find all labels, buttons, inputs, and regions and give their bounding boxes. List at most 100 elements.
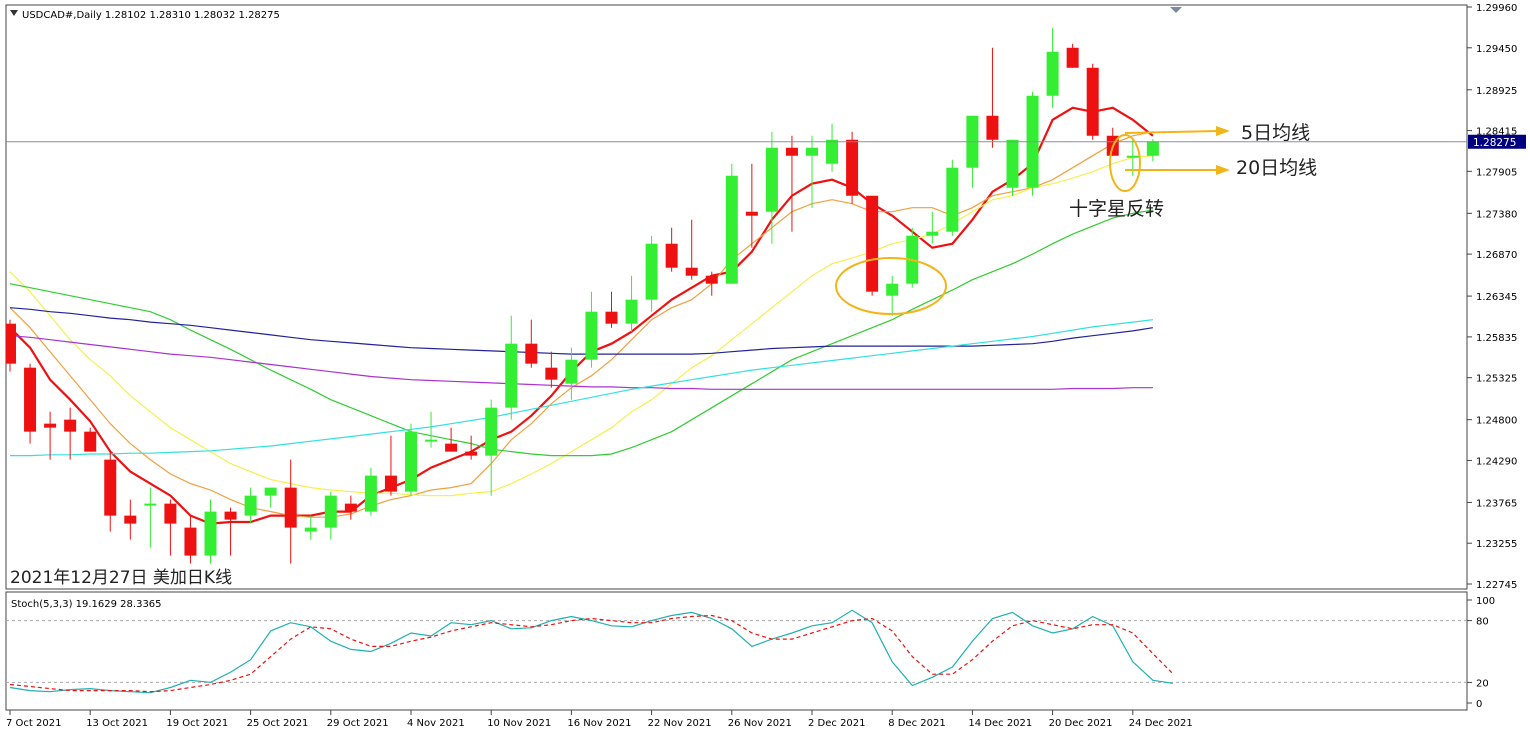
- symbol-header: USDCAD#,Daily 1.28102 1.28310 1.28032 1.…: [22, 10, 280, 21]
- stoch-tick-label: 80: [1476, 617, 1489, 628]
- price-tick-label: 1.29960: [1476, 3, 1517, 14]
- ma20-arrow-icon: [1125, 165, 1230, 175]
- stoch-header: Stoch(5,3,3) 19.1629 28.3365: [11, 599, 162, 610]
- ma-line-ma20: [9, 155, 1153, 497]
- date-tick-label: 25 Oct 2021: [247, 718, 309, 729]
- candle-body: [1066, 47, 1079, 68]
- current-price-label: 1.28275: [1473, 137, 1516, 149]
- candle-body: [725, 175, 738, 284]
- date-tick-label: 4 Nov 2021: [407, 718, 465, 729]
- ma5-arrow-icon: [1124, 126, 1230, 136]
- price-tick-label: 1.28415: [1476, 127, 1517, 138]
- date-axis: 7 Oct 2021 13 Oct 2021 19 Oct 2021 25 Oct 2…: [6, 710, 1193, 729]
- candle-body: [926, 231, 939, 236]
- candle-body: [164, 503, 177, 524]
- price-tick-label: 1.23255: [1476, 539, 1517, 550]
- candle-body: [384, 475, 397, 492]
- candle-body: [204, 511, 217, 556]
- candle-body: [785, 147, 798, 156]
- candle-body: [1046, 51, 1059, 96]
- candle-body: [264, 487, 277, 496]
- ma-line-ma_green: [9, 209, 1153, 457]
- candle-body: [645, 243, 658, 300]
- candle-body: [806, 147, 818, 156]
- candle-body: [665, 243, 678, 268]
- candle-body: [765, 147, 778, 212]
- price-tick-label: 1.25835: [1476, 333, 1517, 344]
- stoch-frame: [5, 591, 1468, 711]
- candle-body: [986, 115, 999, 140]
- ma-line-ma_navy: [9, 307, 1153, 355]
- candle-body: [24, 367, 37, 432]
- highlight-circle-doji: [1109, 134, 1141, 192]
- symbol-triangle-icon: [10, 10, 18, 16]
- candle-body: [625, 299, 638, 324]
- price-tick-label: 1.24290: [1476, 456, 1517, 467]
- ma-line-ma_cyan: [10, 319, 1153, 457]
- candle-body: [605, 311, 618, 324]
- stochastic-panel: [6, 609, 1467, 694]
- candle-body: [144, 503, 157, 506]
- ma-line-ma_purple: [9, 335, 1153, 390]
- price-tick-label: 1.27380: [1476, 209, 1517, 220]
- price-tick-label: 1.26870: [1476, 250, 1517, 261]
- candle-body: [1086, 67, 1099, 136]
- stoch-line-stoch_main: [9, 609, 1173, 694]
- date-tick-label: 26 Nov 2021: [728, 718, 792, 729]
- date-tick-label: 14 Dec 2021: [968, 718, 1032, 729]
- candle-body: [705, 275, 718, 284]
- candle-body: [104, 459, 117, 516]
- date-tick-label: 22 Nov 2021: [648, 718, 712, 729]
- chart-caption: 2021年12月27日 美加日K线: [10, 568, 232, 588]
- candle-body: [585, 311, 598, 360]
- price-tick-label: 1.28925: [1476, 86, 1517, 97]
- stoch-tick-label: 20: [1476, 678, 1489, 689]
- candle-body: [545, 367, 558, 380]
- price-tick-label: 1.22745: [1476, 580, 1517, 591]
- candle-body: [304, 527, 317, 532]
- main-chart-frame: [5, 4, 1468, 590]
- scroll-marker-icon[interactable]: [1170, 7, 1182, 13]
- price-tick-label: 1.26345: [1476, 292, 1517, 303]
- date-tick-label: 20 Dec 2021: [1049, 718, 1113, 729]
- candle-body: [84, 431, 97, 452]
- candle-body: [324, 495, 337, 528]
- ma-line-ma10: [9, 131, 1154, 518]
- candle-body: [1006, 139, 1019, 188]
- date-tick-label: 16 Nov 2021: [567, 718, 631, 729]
- candle-body: [445, 443, 458, 452]
- candle-body: [124, 515, 137, 524]
- price-tick-label: 1.25325: [1476, 374, 1517, 385]
- stoch-tick-label: 0: [1476, 699, 1482, 710]
- candle-body: [946, 167, 959, 232]
- moving-averages: [9, 106, 1154, 525]
- candle-body: [44, 423, 57, 428]
- candle-body: [284, 487, 297, 528]
- doji-reversal-label: 十字星反转: [1069, 198, 1164, 220]
- candle-body: [364, 475, 377, 512]
- candle-body: [505, 343, 518, 408]
- ma-line-ma5: [9, 106, 1154, 525]
- date-tick-label: 7 Oct 2021: [6, 718, 61, 729]
- date-tick-label: 29 Oct 2021: [327, 718, 389, 729]
- price-tick-label: 1.24800: [1476, 416, 1517, 427]
- ma20-label: 20日均线: [1236, 157, 1317, 179]
- candle-body: [1126, 155, 1139, 158]
- candle-body: [344, 503, 357, 512]
- candle-body: [184, 527, 197, 556]
- ma5-label: 5日均线: [1241, 122, 1310, 144]
- price-tick-label: 1.29450: [1476, 44, 1517, 55]
- date-tick-label: 8 Dec 2021: [888, 718, 946, 729]
- candle-body: [826, 139, 839, 164]
- date-tick-label: 10 Nov 2021: [487, 718, 551, 729]
- candle-body: [485, 407, 498, 456]
- price-tick-label: 1.27905: [1476, 167, 1517, 178]
- candle-body: [64, 419, 77, 432]
- current-price-tag: [1468, 134, 1526, 149]
- date-tick-label: 19 Oct 2021: [166, 718, 228, 729]
- candle-body: [6, 323, 16, 364]
- candle-body: [565, 359, 578, 384]
- candle-body: [745, 211, 758, 216]
